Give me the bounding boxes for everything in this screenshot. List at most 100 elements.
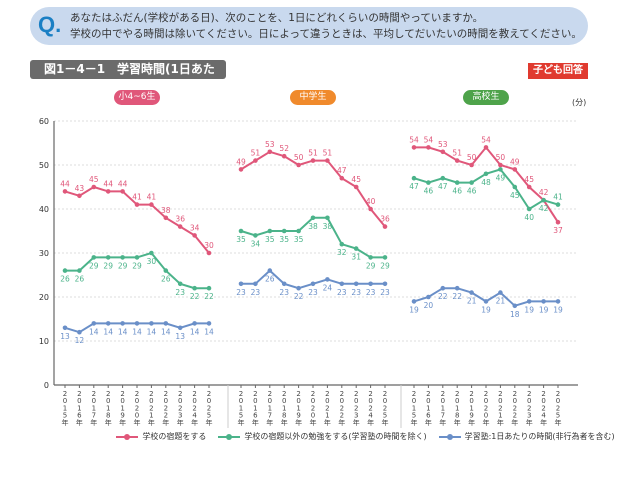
data-label: 35 xyxy=(279,235,289,244)
data-point xyxy=(353,184,359,190)
data-label: 23 xyxy=(236,288,246,297)
data-point xyxy=(469,162,474,168)
data-point xyxy=(541,299,546,304)
question-text: あなたはふだん(学校がある日)、次のことを、1日にどれくらいの時間やっていますか… xyxy=(70,10,582,42)
data-label: 23 xyxy=(366,288,376,297)
data-label: 22 xyxy=(452,292,462,301)
data-label: 49 xyxy=(496,173,506,182)
data-label: 29 xyxy=(118,261,128,270)
data-point xyxy=(253,281,258,287)
y-unit-label: (分) xyxy=(572,98,587,107)
data-label: 45 xyxy=(89,175,99,184)
data-point xyxy=(192,321,197,326)
data-label: 45 xyxy=(351,175,361,184)
data-point xyxy=(206,285,212,291)
y-tick-label: 60 xyxy=(39,117,49,126)
data-point xyxy=(120,255,125,260)
data-point xyxy=(206,250,212,256)
data-point xyxy=(253,233,258,238)
data-point xyxy=(555,202,561,207)
data-point xyxy=(440,285,446,291)
data-point xyxy=(454,158,460,163)
data-label: 51 xyxy=(308,149,318,158)
data-label: 48 xyxy=(481,178,491,187)
data-label: 40 xyxy=(524,213,534,222)
data-label: 29 xyxy=(103,261,113,270)
data-point xyxy=(310,281,316,287)
data-label: 41 xyxy=(147,193,157,202)
data-label: 40 xyxy=(366,197,376,206)
data-label: 35 xyxy=(236,235,246,244)
data-label: 47 xyxy=(409,182,419,191)
question-line-1: あなたはふだん(学校がある日)、次のことを、1日にどれくらいの時間やっていますか… xyxy=(70,12,484,24)
data-point xyxy=(163,321,169,326)
data-point xyxy=(426,180,431,185)
data-label: 23 xyxy=(380,288,390,297)
data-label: 35 xyxy=(265,235,275,244)
data-point xyxy=(163,268,169,273)
data-point xyxy=(555,299,561,304)
data-label: 20 xyxy=(424,301,434,310)
data-point xyxy=(296,228,301,234)
data-label: 44 xyxy=(103,179,113,188)
data-point xyxy=(382,281,388,287)
data-label: 29 xyxy=(380,261,390,270)
data-label: 53 xyxy=(438,140,448,149)
data-point xyxy=(512,184,518,190)
data-label: 31 xyxy=(351,253,361,262)
data-point xyxy=(411,145,417,150)
data-point xyxy=(62,268,68,273)
data-label: 51 xyxy=(452,149,462,158)
data-label: 14 xyxy=(103,327,113,336)
data-point xyxy=(120,189,125,194)
data-point xyxy=(62,189,68,194)
data-label: 14 xyxy=(132,327,142,336)
data-point xyxy=(267,228,273,234)
data-point xyxy=(368,206,373,212)
data-label: 26 xyxy=(265,275,275,284)
data-point xyxy=(440,149,446,155)
data-point xyxy=(526,299,532,304)
data-point xyxy=(281,153,287,159)
data-point xyxy=(134,321,140,326)
data-label: 12 xyxy=(75,336,85,345)
data-label: 47 xyxy=(438,182,448,191)
y-tick-label: 10 xyxy=(39,337,49,346)
data-label: 22 xyxy=(294,292,304,301)
data-label: 26 xyxy=(60,275,70,284)
data-label: 18 xyxy=(510,310,520,319)
data-point xyxy=(91,255,97,260)
data-point xyxy=(512,303,518,309)
data-point xyxy=(296,285,301,291)
y-tick-label: 0 xyxy=(44,381,49,390)
data-label: 50 xyxy=(496,153,506,162)
data-point xyxy=(541,197,546,203)
data-point xyxy=(296,162,301,168)
data-label: 41 xyxy=(132,193,142,202)
data-label: 26 xyxy=(161,275,171,284)
data-label: 36 xyxy=(380,215,390,224)
data-label: 36 xyxy=(175,215,185,224)
data-point xyxy=(483,299,489,304)
data-point xyxy=(206,321,212,326)
legend-swatch xyxy=(218,433,241,440)
data-point xyxy=(555,219,561,225)
data-label: 45 xyxy=(524,175,534,184)
data-label: 23 xyxy=(251,288,261,297)
data-label: 42 xyxy=(539,204,549,213)
data-point xyxy=(310,215,316,221)
data-point xyxy=(454,285,460,291)
data-label: 52 xyxy=(279,144,289,153)
data-point xyxy=(177,325,183,331)
data-point xyxy=(526,184,532,190)
